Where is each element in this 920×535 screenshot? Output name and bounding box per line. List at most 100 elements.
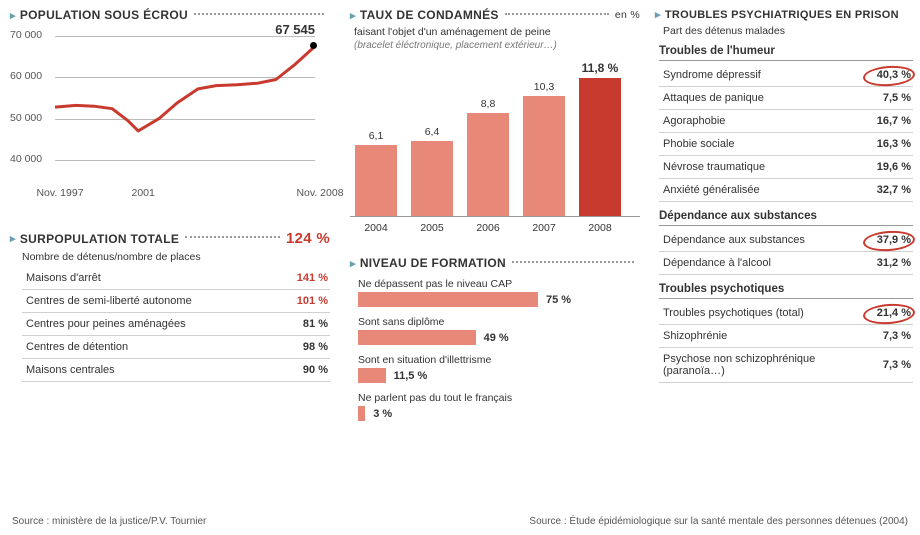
troubles-subtitle: Part des détenus malades [663, 25, 913, 37]
population-endpoint-dot [310, 42, 317, 49]
title-dots [194, 13, 324, 15]
formation-title: NIVEAU DE FORMATION [350, 256, 640, 270]
troubles-group-header: Dépendance aux substances [659, 210, 913, 226]
taux-bar: 11,8 % [579, 61, 621, 216]
title-dots [505, 13, 609, 15]
troubles-row: Dépendance aux substances 37,9 % [659, 229, 913, 252]
formation-item-value: 49 % [484, 332, 509, 344]
formation-item-label: Ne parlent pas du tout le français [358, 392, 640, 404]
taux-bar-rect [355, 145, 397, 216]
formation-item-track: 3 % [358, 406, 640, 421]
troubles-row-label: Anxiété généralisée [663, 184, 861, 196]
taux-bar-label: 6,1 [369, 130, 384, 142]
surpopulation-subtitle: Nombre de détenus/nombre de places [22, 251, 330, 263]
formation-item: Sont sans diplôme 49 % [358, 316, 640, 345]
taux-bar-x: 2007 [523, 222, 565, 234]
troubles-row-label: Agoraphobie [663, 115, 861, 127]
circle-highlight [862, 302, 915, 326]
taux-bar-x: 2005 [411, 222, 453, 234]
surpopulation-row: Maisons centrales 90 % [22, 359, 330, 382]
troubles-row-value: 19,6 % [861, 161, 911, 173]
population-ytick: 40 000 [10, 153, 42, 165]
taux-bar-rect [411, 141, 453, 216]
title-dots [185, 236, 280, 238]
troubles-row-value: 31,2 % [861, 257, 911, 269]
troubles-row-value: 40,3 % [861, 69, 911, 81]
surpopulation-row-value: 98 % [278, 341, 328, 353]
taux-bar-label: 8,8 [481, 98, 496, 110]
surpopulation-row: Centres pour peines aménagées 81 % [22, 313, 330, 336]
taux-title-text: TAUX DE CONDAMNÉS [360, 8, 499, 22]
troubles-row: Troubles psychotiques (total) 21,4 % [659, 302, 913, 325]
troubles-group-header: Troubles de l'humeur [659, 45, 913, 61]
formation-item-track: 75 % [358, 292, 640, 307]
taux-bar: 8,8 [467, 98, 509, 216]
source-right: Source : Étude épidémiologique sur la sa… [529, 516, 908, 527]
taux-bar: 10,3 [523, 81, 565, 216]
surpopulation-row-value: 101 % [278, 295, 328, 307]
troubles-row-value: 7,3 % [861, 330, 911, 342]
panel-troubles: TROUBLES PSYCHIATRIQUES EN PRISON Part d… [655, 8, 913, 383]
formation-item-label: Sont en situation d'illettrisme [358, 354, 640, 366]
taux-subtitle: faisant l'objet d'un aménagement de pein… [354, 26, 640, 38]
troubles-row-value: 7,3 % [861, 359, 911, 371]
taux-bar-label: 11,8 % [582, 61, 619, 75]
troubles-row-label: Troubles psychotiques (total) [663, 307, 861, 319]
population-line-svg [55, 28, 315, 168]
taux-bar-label: 10,3 [534, 81, 554, 93]
surpopulation-headline: 124 % [286, 230, 330, 247]
taux-bar-x: 2006 [467, 222, 509, 234]
troubles-row: Agoraphobie 16,7 % [659, 110, 913, 133]
surpopulation-row: Centres de semi-liberté autonome 101 % [22, 290, 330, 313]
formation-title-text: NIVEAU DE FORMATION [360, 256, 506, 270]
surpopulation-title-text: SURPOPULATION TOTALE [20, 232, 179, 246]
taux-title: TAUX DE CONDAMNÉS en % [350, 8, 640, 22]
troubles-row: Phobie sociale 16,3 % [659, 133, 913, 156]
formation-item: Ne dépassent pas le niveau CAP 75 % [358, 278, 640, 307]
troubles-row: Syndrome dépressif 40,3 % [659, 64, 913, 87]
troubles-title: TROUBLES PSYCHIATRIQUES EN PRISON [655, 8, 913, 21]
taux-bar: 6,4 [411, 126, 453, 216]
formation-item-label: Sont sans diplôme [358, 316, 640, 328]
taux-bar-rect [467, 113, 509, 216]
surpopulation-row-value: 90 % [278, 364, 328, 376]
formation-item-track: 11,5 % [358, 368, 640, 383]
panel-formation: NIVEAU DE FORMATION Ne dépassent pas le … [350, 256, 640, 430]
surpopulation-row-label: Centres de semi-liberté autonome [26, 295, 278, 307]
formation-item-bar [358, 330, 476, 345]
formation-item-track: 49 % [358, 330, 640, 345]
population-ytick: 60 000 [10, 70, 42, 82]
population-annotation: 67 545 [275, 22, 315, 37]
formation-item: Ne parlent pas du tout le français 3 % [358, 392, 640, 421]
taux-bar-chart: 6,1 6,4 8,8 10,3 11,8 % [350, 57, 640, 217]
troubles-row-label: Dépendance aux substances [663, 234, 861, 246]
troubles-row-value: 21,4 % [861, 307, 911, 319]
taux-bar-rect [579, 78, 621, 216]
circle-highlight [862, 229, 915, 253]
surpopulation-row-value: 81 % [278, 318, 328, 330]
surpopulation-row-value: 141 % [278, 272, 328, 284]
population-line-chart: 40 000 50 000 60 000 70 000 Nov. 1997200… [10, 28, 315, 183]
troubles-group-header: Troubles psychotiques [659, 283, 913, 299]
troubles-row: Attaques de panique 7,5 % [659, 87, 913, 110]
surpopulation-title: SURPOPULATION TOTALE 124 % [10, 230, 330, 247]
panel-surpopulation: SURPOPULATION TOTALE 124 % Nombre de dét… [10, 230, 330, 382]
troubles-row-value: 37,9 % [861, 234, 911, 246]
troubles-row-label: Psychose non schizophrénique (paranoïa…) [663, 353, 861, 377]
troubles-row: Névrose traumatique 19,6 % [659, 156, 913, 179]
surpopulation-row-label: Maisons d'arrêt [26, 272, 278, 284]
troubles-row-label: Syndrome dépressif [663, 69, 861, 81]
population-title: POPULATION SOUS ÉCROU [10, 8, 330, 22]
troubles-row-label: Névrose traumatique [663, 161, 861, 173]
troubles-row-value: 16,3 % [861, 138, 911, 150]
panel-population: POPULATION SOUS ÉCROU 40 000 50 000 60 0… [10, 8, 330, 183]
population-xtick: 2001 [113, 187, 173, 199]
taux-bar-x: 2008 [579, 222, 621, 234]
formation-item-bar [358, 292, 538, 307]
population-title-text: POPULATION SOUS ÉCROU [20, 8, 188, 22]
troubles-title-text: TROUBLES PSYCHIATRIQUES EN PRISON [665, 9, 899, 21]
formation-item-value: 11,5 % [394, 370, 428, 382]
troubles-row: Shizophrénie 7,3 % [659, 325, 913, 348]
source-left: Source : ministère de la justice/P.V. To… [12, 516, 206, 527]
troubles-row-value: 7,5 % [861, 92, 911, 104]
